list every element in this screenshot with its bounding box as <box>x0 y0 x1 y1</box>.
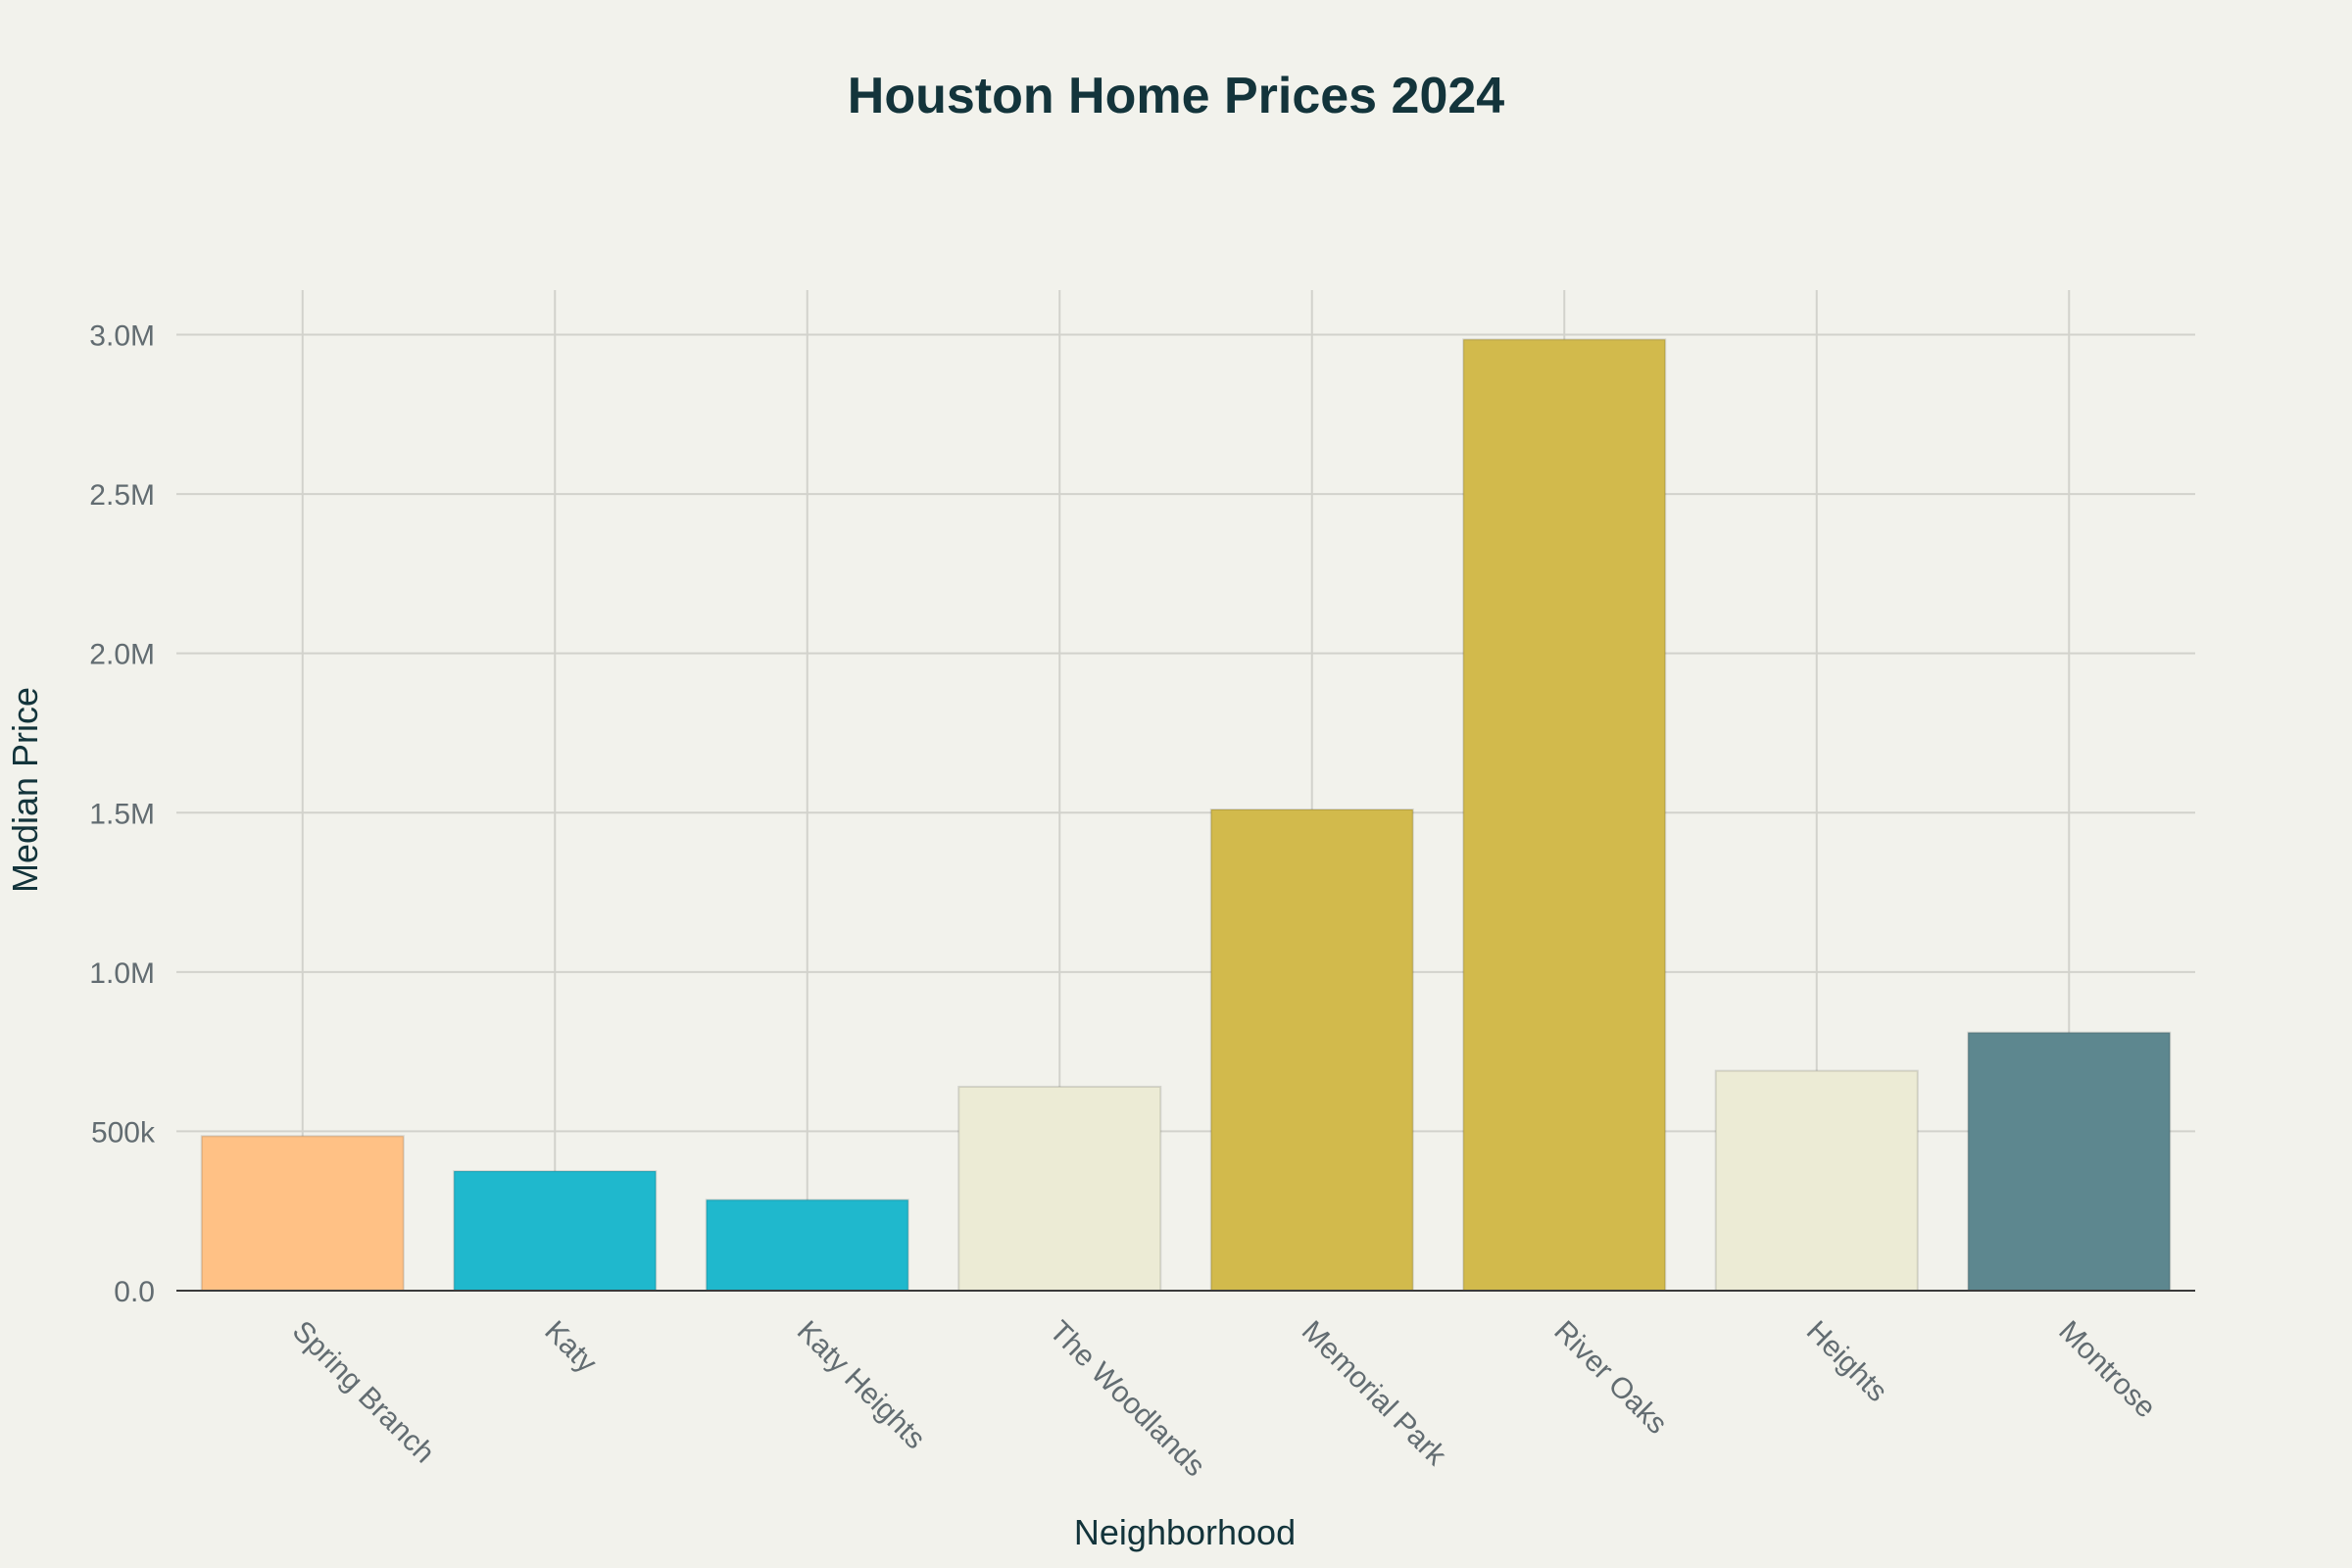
x-tick-label: River Oaks <box>1547 1315 1673 1441</box>
y-tick-label: 500k <box>91 1116 156 1149</box>
y-tick-label: 2.5M <box>89 479 155 512</box>
bar-heights[interactable] <box>1714 1069 1919 1293</box>
bar-katy-heights[interactable] <box>705 1199 909 1292</box>
y-tick-labels: 0.0 500k 1.0M 1.5M 2.0M 2.5M 3.0M <box>89 320 156 1308</box>
chart-title: Houston Home Prices 2024 <box>848 68 1505 124</box>
x-tick-label: Memorial Park <box>1296 1315 1453 1473</box>
x-tick-label: Spring Branch <box>286 1315 441 1470</box>
y-tick-label: 3.0M <box>89 320 155 353</box>
bar-katy[interactable] <box>453 1170 658 1293</box>
x-axis-title: Neighborhood <box>1074 1512 1296 1552</box>
x-tick-label: The Woodlands <box>1043 1315 1211 1484</box>
bars <box>200 338 2172 1293</box>
bar-spring-branch[interactable] <box>200 1135 405 1292</box>
x-tick-label: Katy Heights <box>791 1315 932 1456</box>
bar-river-oaks[interactable] <box>1462 338 1667 1293</box>
bar-montrose[interactable] <box>1967 1031 2172 1292</box>
y-axis-title: Median Price <box>5 687 45 893</box>
y-tick-label: 1.0M <box>89 957 155 990</box>
bar-memorial-park[interactable] <box>1209 808 1414 1293</box>
x-tick-labels: Spring Branch Katy Katy Heights The Woodlan… <box>286 1315 2162 1484</box>
y-tick-label: 1.5M <box>89 798 155 830</box>
x-tick-label: Montrose <box>2052 1315 2162 1425</box>
x-tick-label: Katy <box>538 1315 603 1380</box>
x-tick-label: Heights <box>1800 1315 1893 1408</box>
y-tick-label: 2.0M <box>89 639 155 671</box>
bar-the-woodlands[interactable] <box>957 1085 1162 1292</box>
y-tick-label: 0.0 <box>114 1276 155 1308</box>
